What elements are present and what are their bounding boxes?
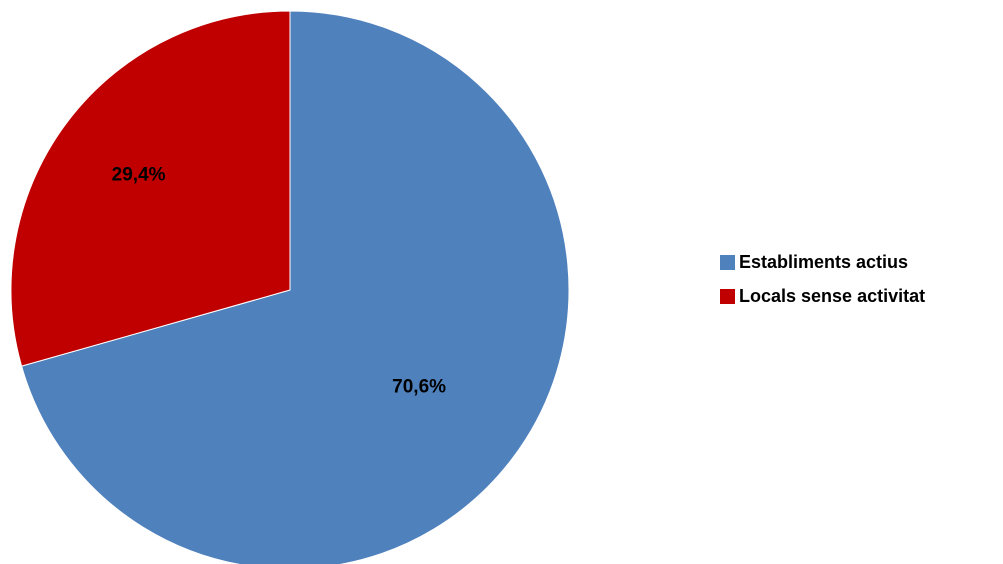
legend-swatch (720, 288, 735, 304)
data-label-2: 29,4% (112, 165, 166, 186)
pie-data-labels: 70,6% 29,4% (112, 165, 446, 398)
legend: Establiments actius Locals sense activit… (720, 252, 1003, 320)
pie-slice-2 (10, 10, 291, 367)
legend-label: Establiments actius (739, 251, 909, 272)
legend-item-locals-sense-activitat: Locals sense activitat (720, 286, 1003, 306)
legend-swatch (720, 254, 735, 270)
data-label-1: 70,6% (392, 377, 446, 398)
legend-item-establiments-actius: Establiments actius (720, 252, 1003, 272)
legend-label: Locals sense activitat (739, 285, 926, 306)
pie-slice-1 (20, 10, 570, 564)
pie-slices (10, 10, 570, 564)
